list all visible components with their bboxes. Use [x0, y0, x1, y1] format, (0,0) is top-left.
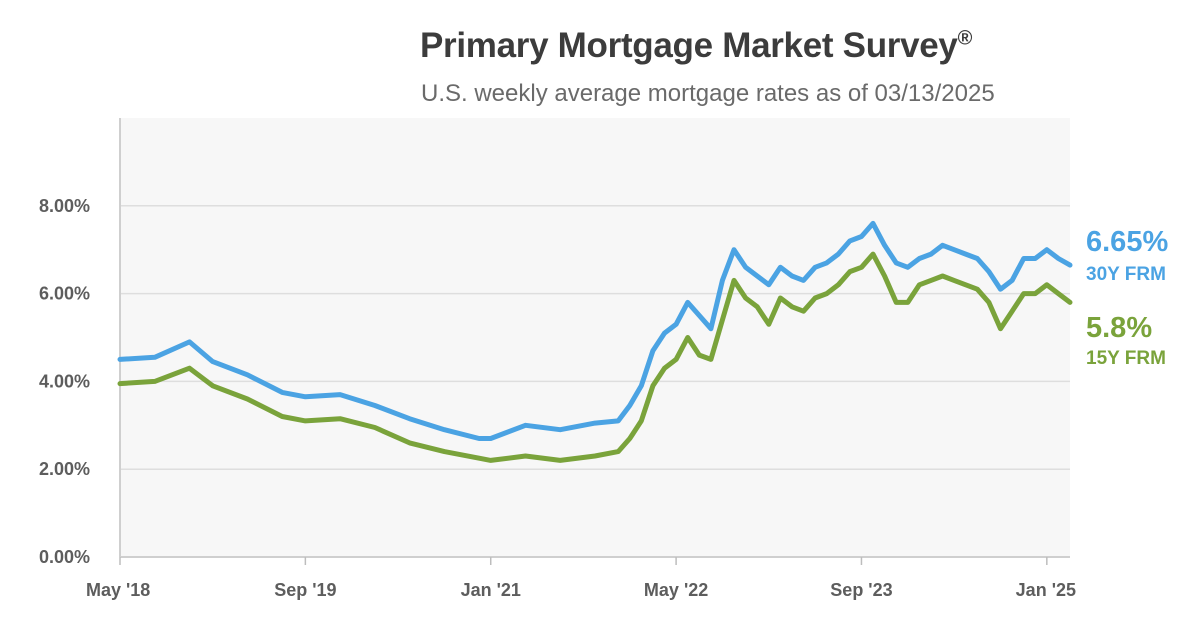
x-tick-label: Sep '19 — [274, 580, 336, 600]
registered-mark: ® — [957, 27, 973, 50]
x-tick-label: Sep '23 — [830, 580, 892, 600]
y-tick-label: 4.00% — [39, 371, 90, 391]
gridlines — [120, 205, 1070, 470]
series-lines — [117, 220, 1073, 463]
chart-subtitle: U.S. weekly average mortgage rates as of… — [421, 80, 995, 107]
series-30y-line — [117, 220, 1073, 441]
x-tick-label: May '18 — [86, 580, 150, 600]
series-15y-end-value: 5.8% — [1086, 312, 1153, 344]
y-tick-label: 0.00% — [39, 547, 90, 567]
series-15y-line — [117, 251, 1073, 463]
y-axis-ticks: 0.00% 2.00% 4.00% 6.00% 8.00% — [39, 196, 90, 567]
chart-title: Primary Mortgage Market Survey® — [420, 26, 973, 65]
y-tick-label: 6.00% — [39, 284, 90, 304]
x-tick-label: Jan '21 — [461, 580, 521, 600]
x-tick-label: Jan '25 — [1016, 580, 1076, 600]
y-tick-label: 2.00% — [39, 459, 90, 479]
series-15y-name: 15Y FRM — [1086, 348, 1166, 369]
x-axis-ticks: May '18 Sep '19 Jan '21 May '22 Sep '23 Jan '… — [86, 557, 1076, 600]
series-30y-name: 30Y FRM — [1086, 264, 1166, 285]
y-tick-label: 8.00% — [39, 196, 90, 216]
series-30y-end-value: 6.65% — [1086, 226, 1169, 258]
x-tick-label: May '22 — [644, 580, 708, 600]
axes — [119, 118, 1070, 558]
plot-background — [120, 118, 1070, 557]
